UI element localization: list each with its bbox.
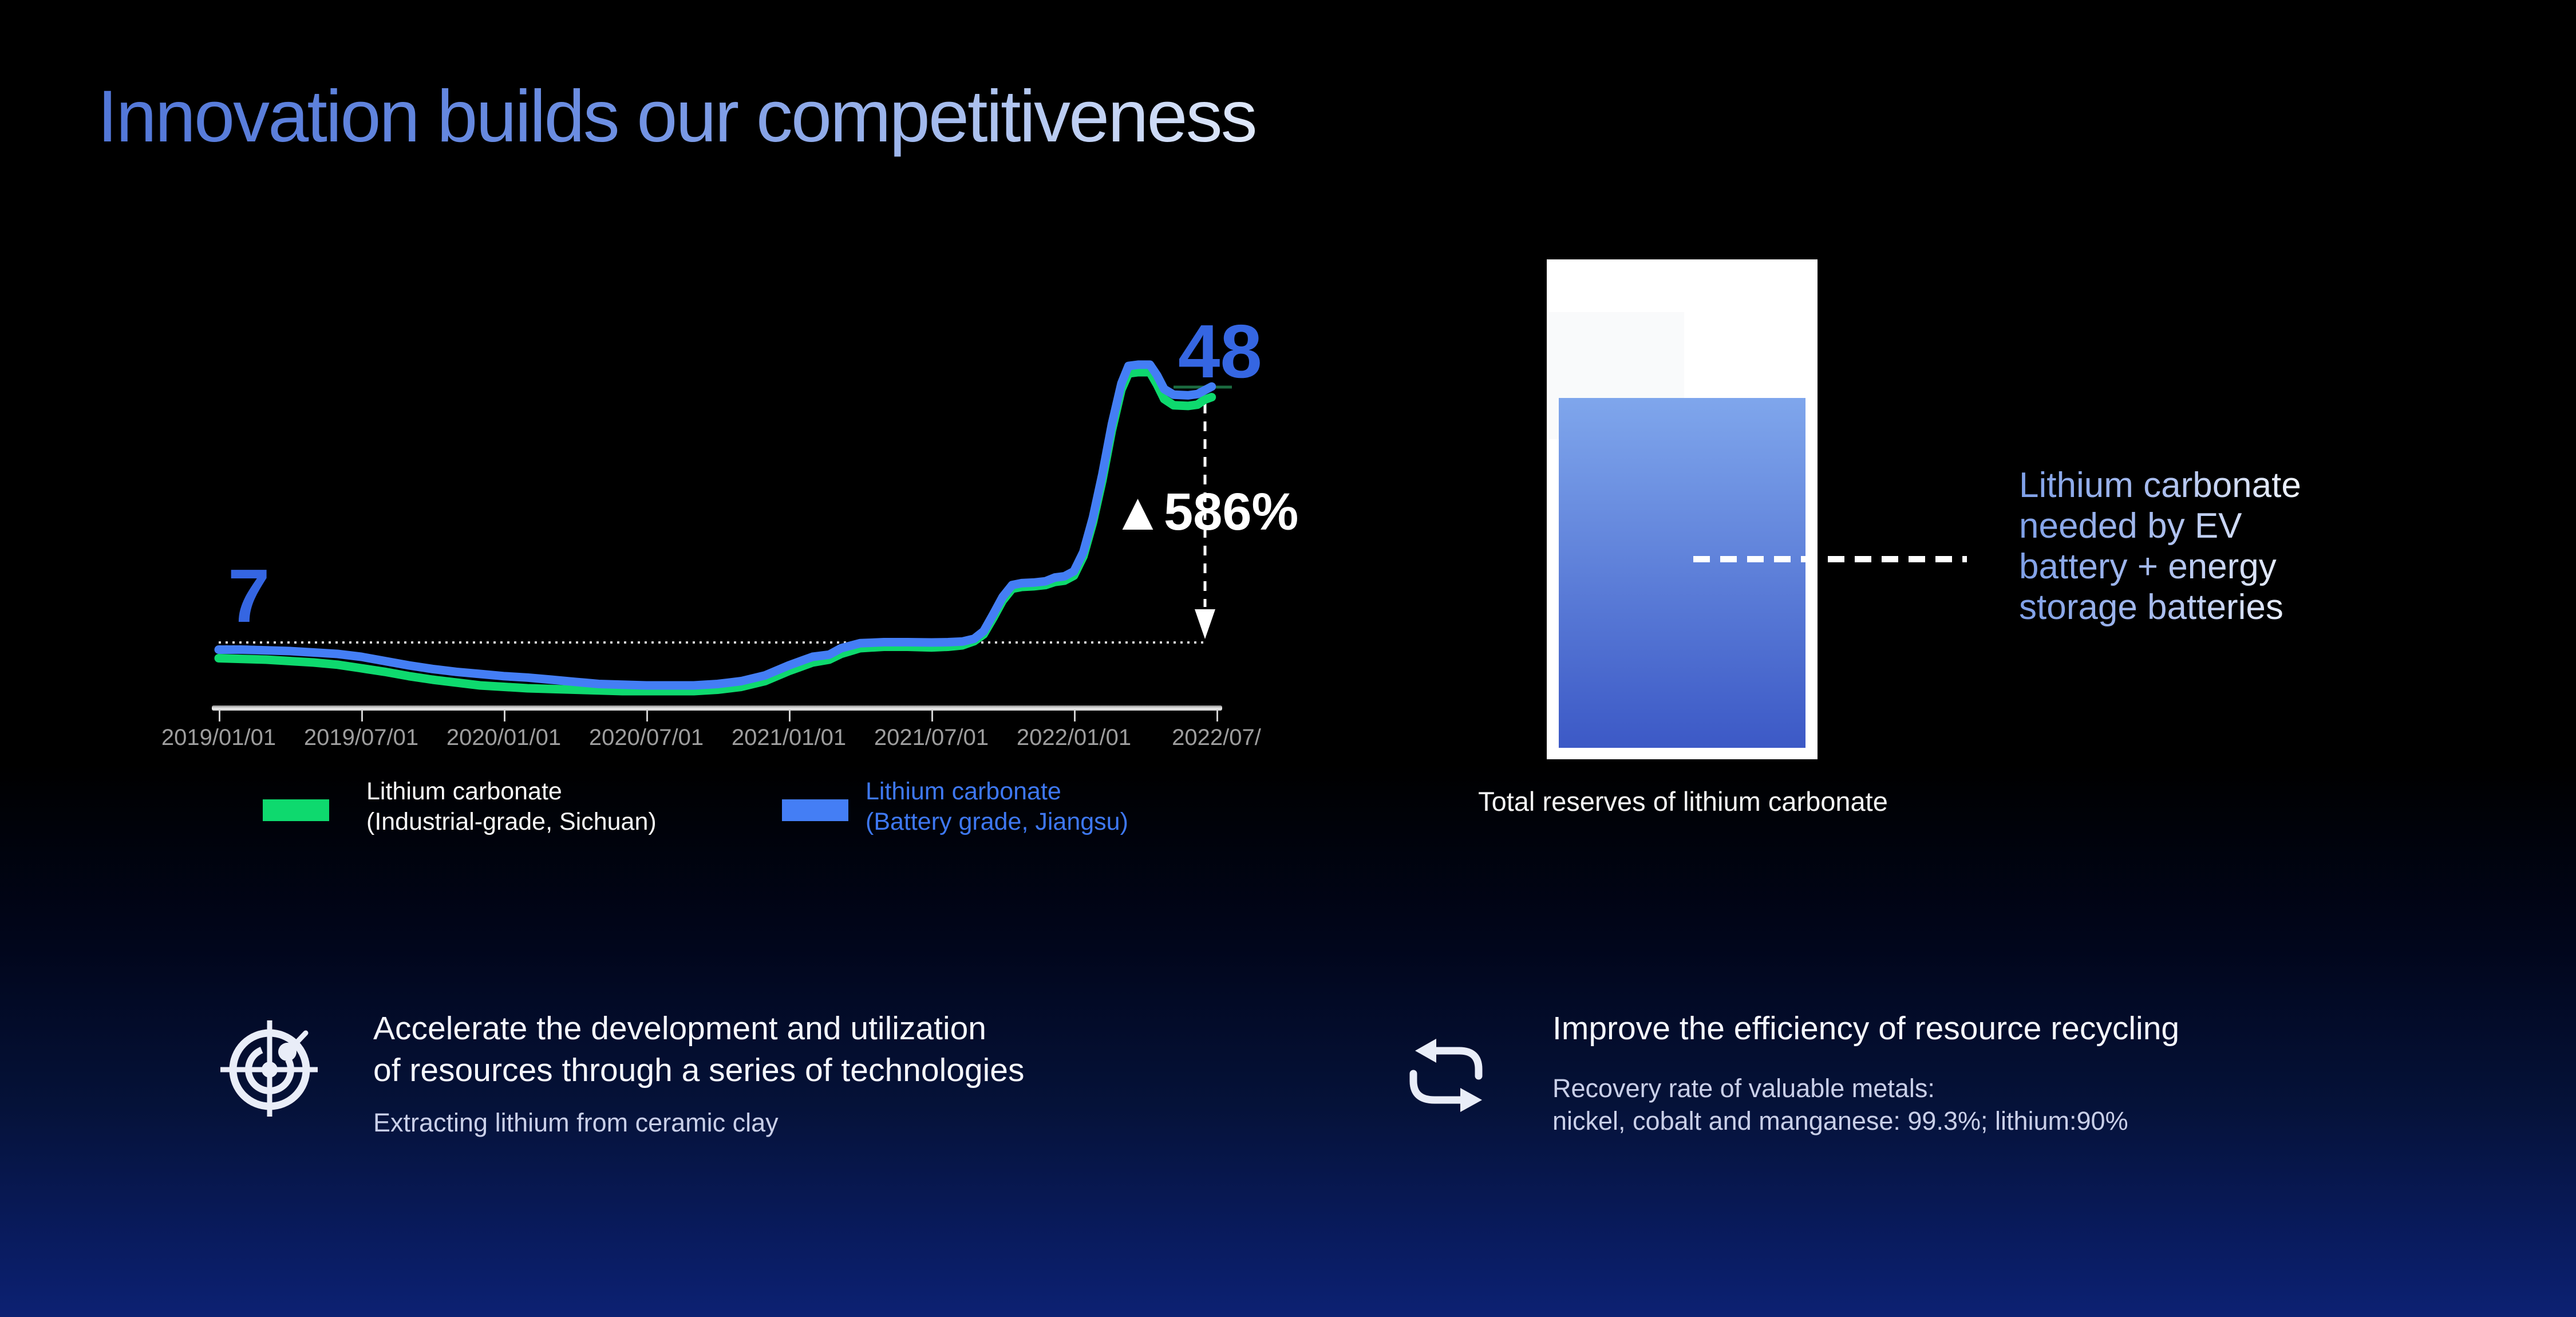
x-axis-tick-label: 2020/01/01 [446, 725, 562, 750]
legend-label-line: Lithium carbonate [866, 778, 1061, 805]
radar-target-icon [220, 1020, 318, 1117]
slide-title: Innovation builds our competitiveness [97, 76, 1258, 157]
reserves-tank [1547, 259, 1818, 759]
legend-swatch-battery [782, 799, 848, 821]
x-axis-tick-label: 2019/01/01 [161, 725, 276, 750]
price-line-chart [214, 360, 1232, 696]
x-axis-tick [361, 711, 363, 721]
feature-sub-line: nickel, cobalt and manganese: 99.3%; lit… [1552, 1106, 2128, 1135]
tank-note-line: needed by EV [2019, 506, 2242, 546]
x-axis-tick [504, 711, 505, 721]
legend-label-battery: Lithium carbonate (Battery grade, Jiangs… [866, 776, 1128, 837]
legend-label-line: (Industrial-grade, Sichuan) [366, 808, 657, 835]
x-axis-tick-label: 2020/07/01 [588, 725, 704, 750]
series-line-battery-grade [214, 360, 1216, 690]
drop-arrowhead-icon [1195, 609, 1215, 639]
x-axis-tick [646, 711, 648, 721]
tank-pointer-dashed-line [1693, 556, 1967, 562]
tank-note: Lithium carbonate needed by EV battery +… [2019, 465, 2301, 628]
x-axis-tick [1216, 711, 1218, 721]
tank-note-line: storage batteries [2019, 587, 2283, 627]
x-axis-tick [1074, 711, 1076, 721]
feature-heading-recycling: Improve the efficiency of resource recyc… [1552, 1008, 2179, 1050]
chart-start-value-label: 7 [228, 554, 270, 638]
recycle-arrows-icon [1409, 1039, 1483, 1112]
feature-sub-line: Extracting lithium from ceramic clay [373, 1108, 779, 1137]
legend-swatch-industrial [263, 799, 329, 821]
feature-heading-line: Accelerate the development and utilizati… [373, 1010, 987, 1047]
feature-heading-line: of resources through a series of technol… [373, 1052, 1025, 1089]
feature-sub-line: Recovery rate of valuable metals: [1552, 1074, 1935, 1103]
feature-subtext-recovery-rate: Recovery rate of valuable metals: nickel… [1552, 1072, 2128, 1137]
x-axis-tick-label: 2022/01/01 [1016, 725, 1132, 750]
chart-end-value-label: 48 [1178, 309, 1262, 393]
feature-subtext-ceramic-clay: Extracting lithium from ceramic clay [373, 1106, 779, 1139]
x-axis-tick [219, 711, 220, 721]
x-axis-tick-label: 2022/07/ [1172, 725, 1261, 750]
legend-label-line: (Battery grade, Jiangsu) [866, 808, 1128, 835]
legend-label-industrial: Lithium carbonate (Industrial-grade, Sic… [366, 776, 657, 837]
x-axis-tick [931, 711, 933, 721]
x-axis-tick-label: 2021/01/01 [731, 725, 847, 750]
x-axis-tick-label: 2021/07/01 [874, 725, 989, 750]
x-axis-tick [789, 711, 791, 721]
x-axis-tick-label: 2019/07/01 [303, 725, 419, 750]
tank-note-line: Lithium carbonate [2019, 466, 2301, 505]
feature-heading-development: Accelerate the development and utilizati… [373, 1008, 1025, 1091]
tank-caption: Total reserves of lithium carbonate [1478, 786, 1888, 817]
x-axis: 2019/01/01 2019/07/01 2020/01/01 2020/07/01… [161, 705, 1261, 750]
tank-note-line: battery + energy [2019, 547, 2277, 586]
legend-label-line: Lithium carbonate [366, 778, 562, 805]
tank-fill-level [1559, 398, 1805, 748]
feature-heading-line: Improve the efficiency of resource recyc… [1552, 1010, 2180, 1047]
